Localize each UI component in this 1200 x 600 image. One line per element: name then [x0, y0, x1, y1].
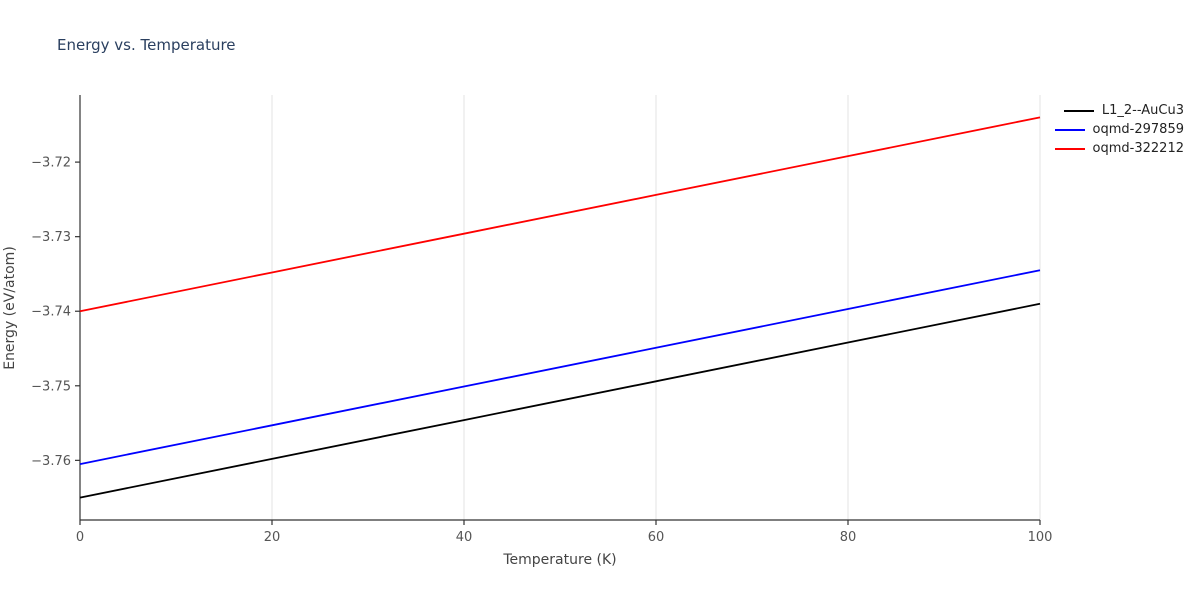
legend-line-swatch: [1063, 109, 1094, 112]
chart-title: Energy vs. Temperature: [57, 36, 236, 54]
legend-item: oqmd-322212: [1054, 141, 1184, 156]
y-tick-label: −3.76: [31, 454, 71, 469]
y-tick-label: −3.73: [31, 230, 71, 245]
series-line-L1_2--AuCu3: [79, 302, 1041, 499]
y-tick-label: −3.74: [31, 305, 71, 320]
x-tick-label: 80: [840, 530, 857, 545]
legend-line-swatch: [1054, 147, 1085, 150]
legend-label: L1_2--AuCu3: [1101, 103, 1184, 118]
series-line-oqmd-322212: [79, 116, 1041, 313]
legend-item: oqmd-297859: [1054, 122, 1184, 137]
x-tick-label: 60: [648, 530, 665, 545]
x-tick-label: 20: [264, 530, 281, 545]
legend: L1_2--AuCu3 oqmd-297859 oqmd-322212: [1054, 103, 1184, 156]
legend-item: L1_2--AuCu3: [1063, 103, 1184, 118]
legend-label: oqmd-322212: [1092, 141, 1184, 156]
series-line-oqmd-297859: [79, 269, 1041, 465]
y-tick-label: −3.75: [31, 379, 71, 394]
x-tick-label: 0: [76, 530, 84, 545]
y-tick-label: −3.72: [31, 156, 71, 171]
plot-generated: 0 20 40 60 80 100 −3.72 −3.73 −3.74 −3.75 −3.76: [31, 95, 1052, 545]
x-tick-label: 40: [456, 530, 473, 545]
legend-line-swatch: [1054, 128, 1085, 131]
y-axis-label: Energy (eV/atom): [2, 246, 18, 370]
x-axis-label: Temperature (K): [502, 552, 616, 568]
x-tick-label: 100: [1028, 530, 1053, 545]
legend-label: oqmd-297859: [1092, 122, 1184, 137]
